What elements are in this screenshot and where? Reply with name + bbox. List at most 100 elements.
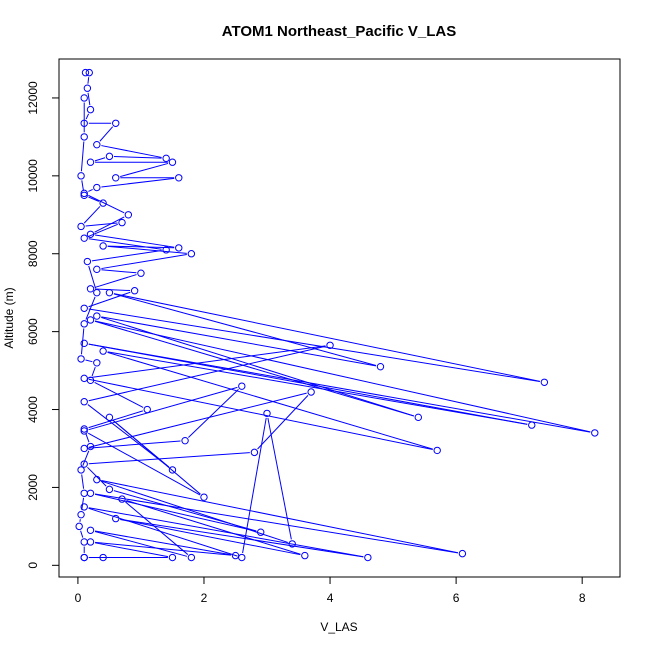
series-segment [107, 245, 175, 249]
data-point [80, 94, 88, 102]
series-segment [81, 497, 85, 511]
series-segment [88, 265, 96, 289]
data-point [301, 551, 309, 560]
series-segment [88, 308, 540, 383]
series-segment [101, 269, 137, 274]
series-segment [112, 419, 201, 495]
data-point [93, 265, 101, 274]
data-point [458, 549, 467, 558]
data-point [118, 495, 126, 503]
series-segment [113, 293, 540, 382]
series-segment [80, 530, 84, 538]
data-point [162, 246, 170, 254]
data-point [231, 551, 240, 560]
series-segment [120, 162, 169, 178]
series-segment [88, 392, 307, 448]
data-point [181, 436, 189, 445]
y-tick-label: 8000 [26, 240, 40, 267]
series-segment [88, 386, 238, 431]
data-point [414, 413, 422, 422]
data-point [99, 553, 107, 562]
data-point [80, 191, 88, 200]
series-segment [88, 291, 131, 308]
series-segment [94, 381, 144, 408]
data-point [124, 211, 133, 219]
series-segment [88, 343, 528, 425]
series-segment [88, 343, 591, 433]
data-point [77, 222, 85, 231]
series-segment [88, 223, 118, 237]
series-segment [101, 480, 289, 543]
data-point [93, 359, 101, 367]
data-point [162, 154, 170, 163]
data-point [86, 285, 95, 293]
data-point [75, 522, 83, 531]
data-point [93, 312, 101, 320]
data-point [118, 218, 126, 227]
data-point [86, 158, 95, 166]
data-point [80, 374, 88, 383]
chart-title: ATOM1 Northeast_Pacific V_LAS [222, 23, 457, 40]
data-point [93, 183, 101, 192]
data-point [130, 287, 139, 295]
series-segment [91, 250, 162, 262]
data-point [80, 189, 88, 198]
series-segment [94, 542, 169, 558]
data-point [99, 347, 107, 355]
series-segment [188, 388, 239, 438]
data-point [250, 448, 259, 457]
data-point [86, 489, 95, 497]
series-segment [80, 141, 85, 172]
data-point [80, 234, 88, 242]
series-segment [94, 320, 415, 417]
data-point [376, 362, 385, 371]
data-point [93, 475, 101, 484]
x-tick-label: 4 [327, 591, 334, 605]
x-tick-label: 6 [453, 591, 460, 605]
data-point [168, 553, 177, 562]
series-segment [107, 351, 433, 450]
series-segment [80, 328, 85, 355]
series-segment [91, 366, 96, 377]
data-point [86, 105, 95, 114]
data-point [175, 174, 183, 182]
data-point [187, 553, 196, 562]
series-segment [88, 452, 250, 465]
series-segment [257, 395, 309, 450]
data-point [591, 429, 599, 437]
series-segment [114, 156, 162, 159]
data-point [99, 199, 107, 207]
y-tick-label: 10000 [26, 159, 40, 193]
series-segment [88, 189, 93, 192]
series-segment [267, 417, 292, 540]
data-point [93, 288, 101, 297]
series-segment [126, 499, 301, 555]
series-segment [81, 180, 84, 191]
data-point [433, 446, 441, 455]
data-point [105, 288, 114, 297]
data-point [77, 466, 85, 474]
data-point [80, 427, 88, 435]
data-point [187, 250, 196, 258]
series-segment [87, 92, 91, 106]
data-point [112, 119, 120, 127]
x-axis: 0 2 4 6 8 [75, 576, 586, 605]
series-segment [85, 222, 118, 227]
data-point [168, 466, 177, 474]
data-point [326, 341, 334, 349]
series-segment [101, 145, 162, 158]
data-point [80, 444, 88, 453]
series-0 [80, 68, 599, 562]
x-tick-label: 2 [201, 591, 208, 605]
data-point [80, 304, 88, 312]
data-point [80, 538, 88, 546]
series-segment [113, 293, 377, 366]
y-tick-label: 4000 [26, 396, 40, 423]
series-segment [85, 296, 96, 320]
series-segment [85, 113, 90, 120]
data-point [93, 140, 101, 149]
series-segment [101, 316, 377, 367]
series-segment [88, 345, 326, 379]
data-point [80, 503, 88, 511]
